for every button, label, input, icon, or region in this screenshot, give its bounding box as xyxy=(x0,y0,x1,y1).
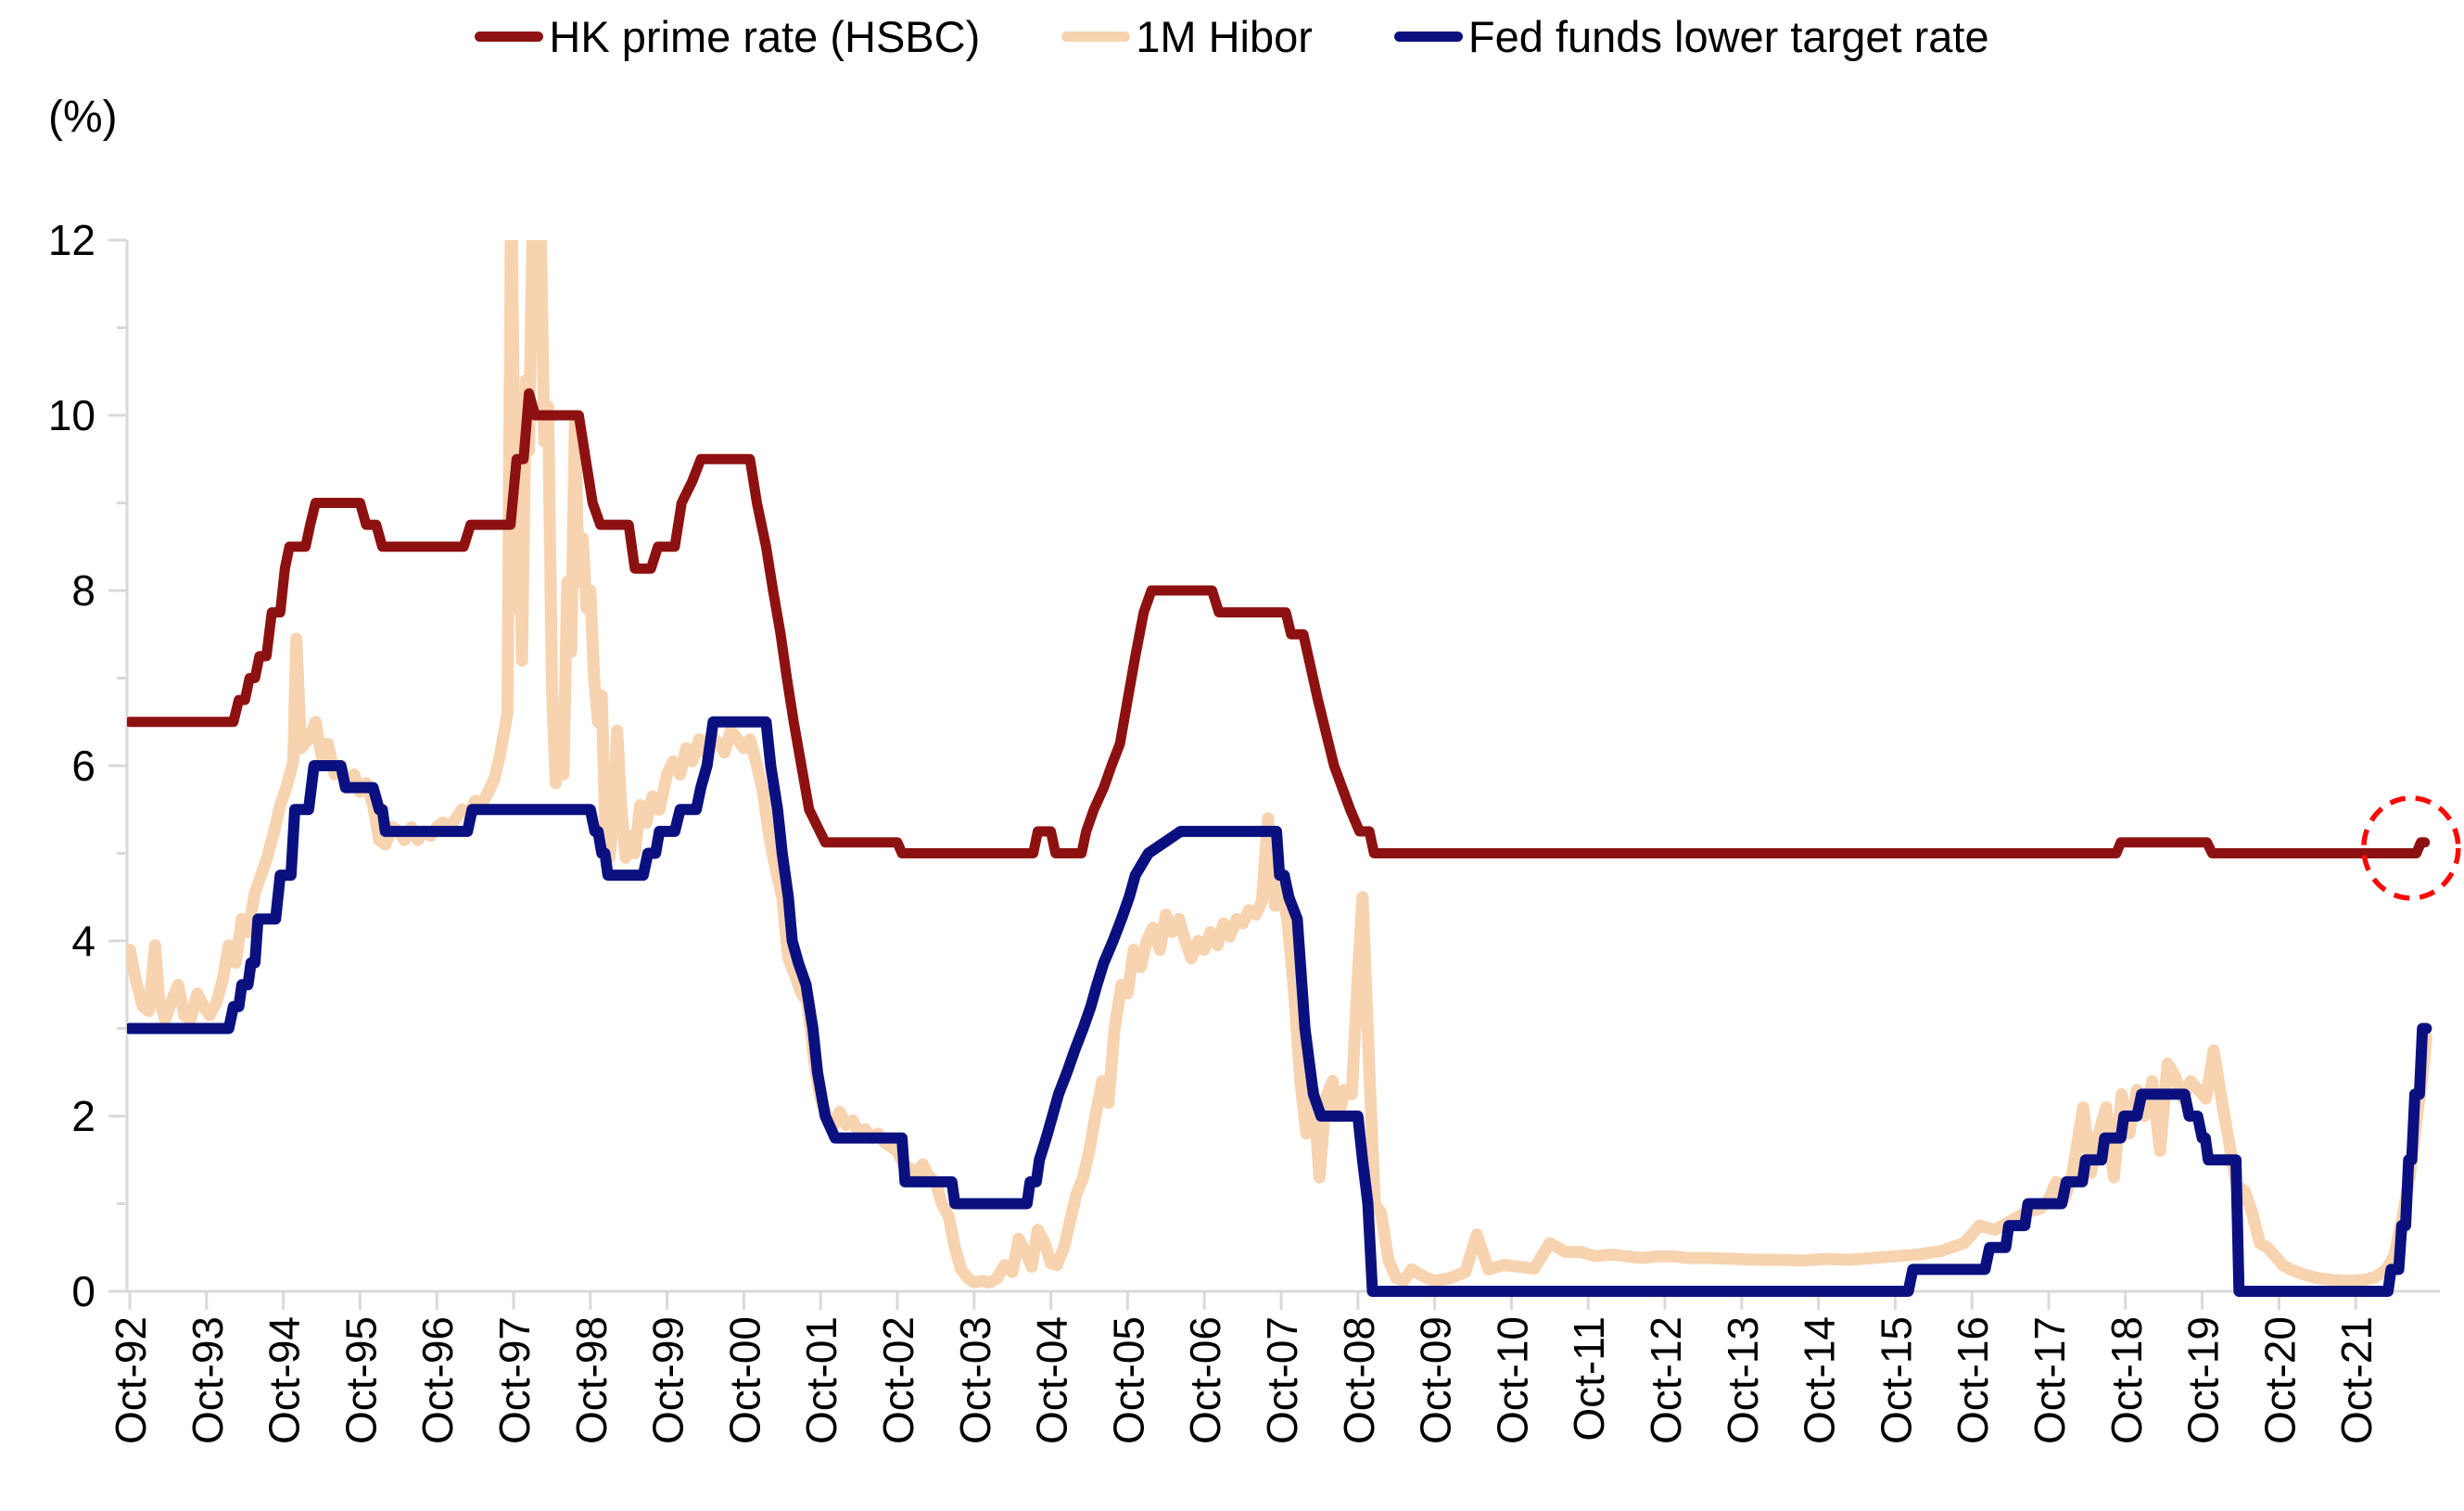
x-tick-label: Oct-95 xyxy=(337,1316,385,1444)
y-axis-unit-label: (%) xyxy=(48,93,118,142)
y-tick-label: 6 xyxy=(71,742,95,790)
x-tick-label: Oct-14 xyxy=(1796,1316,1844,1444)
x-tick-label: Oct-20 xyxy=(2255,1316,2304,1444)
y-tick-label: 2 xyxy=(71,1092,95,1140)
x-tick-label: Oct-99 xyxy=(644,1316,692,1444)
x-tick-label: Oct-16 xyxy=(1949,1316,1997,1444)
legend-item-hk-prime-rate: HK prime rate (HSBC) xyxy=(475,11,980,62)
legend-item-1m-hibor: 1M Hibor xyxy=(1061,11,1313,62)
hk-prime-rate-hsbc--line xyxy=(127,387,2431,858)
legend-label: 1M Hibor xyxy=(1136,12,1313,61)
1m-hibor-line xyxy=(127,240,2432,1289)
series-lines xyxy=(127,240,2432,1297)
x-tick-label: Oct-12 xyxy=(1642,1316,1690,1444)
x-tick-label: Oct-00 xyxy=(720,1316,768,1444)
x-tick-label: Oct-04 xyxy=(1028,1316,1076,1444)
y-tick-label: 10 xyxy=(48,391,95,439)
latest-value-highlight-circle xyxy=(2361,795,2461,901)
x-tick-label: Oct-93 xyxy=(184,1316,232,1444)
legend-label: HK prime rate (HSBC) xyxy=(549,12,981,61)
x-tick-label: Oct-02 xyxy=(874,1316,922,1444)
x-tick-label: Oct-03 xyxy=(951,1316,999,1444)
axes: 0 2 4 6 8 10 12 Oct-92 Oct-93 Oct-94 Oct-95 Oct-96 O… xyxy=(48,216,2440,1444)
x-tick-label: Oct-18 xyxy=(2102,1316,2151,1444)
legend-label: Fed funds lower target rate xyxy=(1467,12,1989,61)
x-tick-label: Oct-13 xyxy=(1719,1316,1767,1444)
x-tick-label: Oct-10 xyxy=(1488,1316,1536,1444)
legend-line-swatch-1m-hibor xyxy=(1061,32,1131,42)
x-tick-label: Oct-17 xyxy=(2026,1316,2074,1444)
x-tick-label: Oct-19 xyxy=(2179,1316,2228,1444)
legend-line-swatch-fed-funds-lower-target xyxy=(1393,32,1463,42)
legend-line-swatch-hk-prime-rate xyxy=(475,32,544,42)
legend: HK prime rate (HSBC) 1M Hibor Fed funds lo… xyxy=(0,11,2464,62)
x-tick-label: Oct-08 xyxy=(1335,1316,1383,1444)
y-tick-label: 12 xyxy=(48,216,95,264)
x-tick-label: Oct-97 xyxy=(490,1316,539,1444)
y-tick-label: 4 xyxy=(71,917,95,965)
x-tick-label: Oct-07 xyxy=(1258,1316,1306,1444)
x-tick-label: Oct-92 xyxy=(107,1316,155,1444)
fed-funds-lower-target-rate-line xyxy=(127,716,2432,1297)
y-tick-label: 0 xyxy=(71,1267,95,1315)
x-tick-label: Oct-11 xyxy=(1565,1316,1613,1441)
x-tick-label: Oct-94 xyxy=(260,1316,309,1444)
annotation-layer xyxy=(2361,795,2461,901)
x-tick-label: Oct-06 xyxy=(1181,1316,1229,1444)
y-tick-label: 8 xyxy=(71,566,95,615)
x-tick-label: Oct-05 xyxy=(1104,1316,1152,1444)
x-tick-label: Oct-98 xyxy=(567,1316,616,1444)
legend-item-fed-funds-lower-target: Fed funds lower target rate xyxy=(1393,11,1989,62)
x-tick-label: Oct-96 xyxy=(413,1316,462,1444)
x-tick-label: Oct-15 xyxy=(1872,1316,1920,1444)
x-tick-label: Oct-21 xyxy=(2332,1316,2381,1444)
x-tick-label: Oct-01 xyxy=(797,1316,845,1444)
x-tick-label: Oct-09 xyxy=(1412,1316,1460,1444)
